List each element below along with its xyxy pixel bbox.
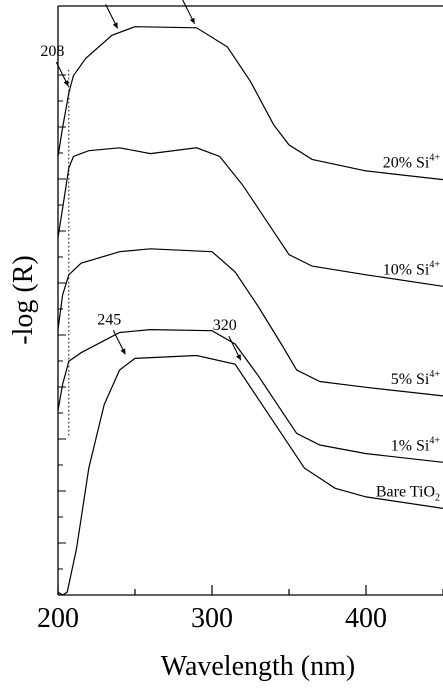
annotation-layer: 208 240 290 245 320	[40, 0, 242, 361]
series-line-3	[57, 328, 443, 463]
annotation-arrow-head	[63, 80, 69, 87]
annotation-arrow-head	[112, 22, 118, 29]
x-axis-label: Wavelength (nm)	[161, 651, 355, 682]
y-axis-label: -log (R)	[8, 255, 39, 344]
series-layer	[57, 26, 443, 596]
annotation-label: 208	[40, 43, 64, 60]
plot-frame	[57, 5, 443, 596]
series-line-1	[57, 147, 443, 287]
annotation-3: 245	[97, 311, 126, 355]
annotation-4: 320	[213, 317, 242, 361]
y-axis-ticks	[58, 74, 66, 596]
x-tick-label: 200	[37, 603, 79, 634]
series-label-2: 5% Si4+	[391, 369, 441, 388]
series-label-1: 10% Si4+	[383, 259, 441, 278]
annotation-arrow-head	[236, 354, 241, 361]
annotation-label: 240	[90, 0, 114, 2]
series-label-0: 20% Si4+	[383, 153, 441, 172]
series-label-3: 1% Si4+	[391, 435, 441, 454]
series-line-0	[57, 26, 443, 181]
x-tick-label: 300	[191, 603, 233, 634]
series-label-4: Bare TiO2	[376, 483, 440, 503]
annotation-arrow-head	[189, 17, 195, 24]
x-axis-ticks: 200 300 400	[37, 585, 443, 634]
annotation-label: 245	[97, 311, 121, 328]
series-label-layer: 20% Si4+ 10% Si4+ 5% Si4+ 1% Si4+ Bare TiO2	[376, 153, 440, 504]
annotation-1: 240	[90, 0, 119, 29]
annotation-arrow-head	[120, 348, 126, 355]
series-line-4	[57, 354, 443, 596]
series-line-2	[57, 248, 443, 397]
annotation-label: 320	[213, 317, 237, 334]
annotation-0: 208	[40, 43, 69, 87]
x-tick-label: 400	[345, 603, 387, 634]
annotation-2: 290	[182, 0, 196, 25]
